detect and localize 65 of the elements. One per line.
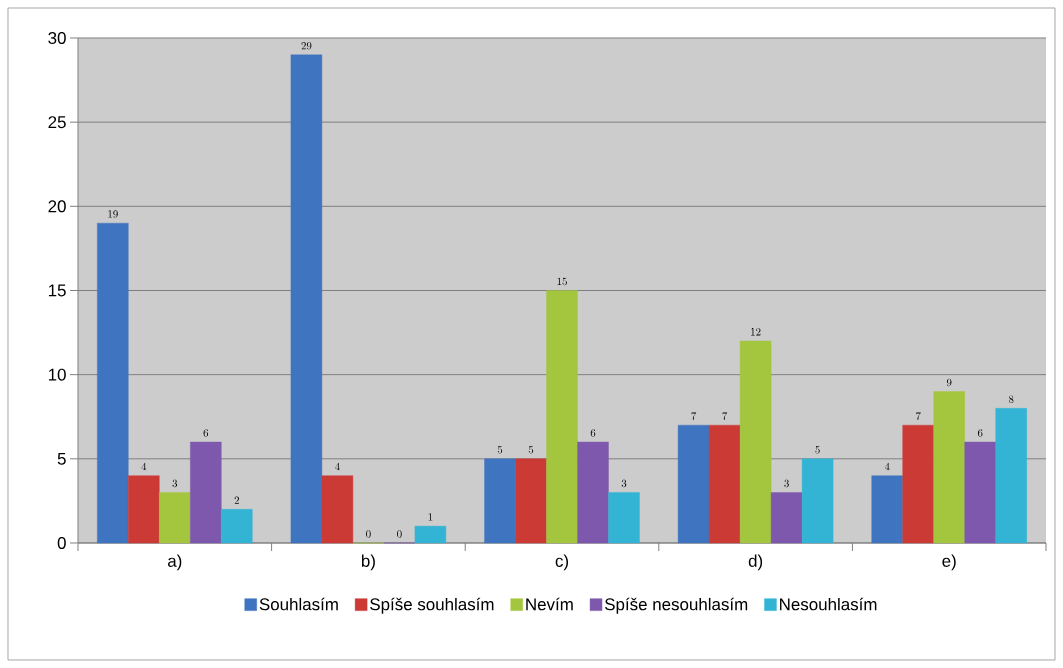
data-label: 9 [946, 378, 952, 387]
data-label: 7 [691, 412, 697, 420]
data-label: 0 [397, 530, 402, 538]
bar [221, 509, 253, 544]
bar [97, 222, 129, 544]
y-tick-label: 20 [48, 200, 66, 213]
bar [321, 475, 354, 544]
bar [414, 525, 447, 544]
data-label: 7 [916, 412, 921, 420]
legend-label: Spíše nesouhlasím [604, 597, 748, 614]
data-label: 2 [234, 496, 239, 504]
data-label: 0 [366, 530, 371, 538]
bar [190, 441, 222, 544]
x-tick-label: a) [168, 554, 182, 571]
y-tick-label: 15 [48, 284, 66, 297]
data-label: 5 [497, 446, 503, 454]
bar [608, 492, 640, 544]
x-tick-label: d) [748, 554, 763, 571]
data-label: 7 [722, 412, 728, 420]
bar [708, 424, 741, 544]
bar [128, 475, 160, 544]
bar [995, 408, 1027, 544]
bar [577, 441, 609, 544]
data-label: 29 [301, 42, 312, 50]
legend-label: Nesouhlasím [780, 597, 877, 611]
x-tick-label: e) [942, 554, 956, 571]
data-label: 1 [428, 513, 433, 521]
bar [546, 290, 578, 544]
y-tick-label: 5 [57, 452, 66, 465]
data-label: 6 [203, 429, 209, 437]
bar [801, 458, 834, 544]
data-label: 19 [108, 210, 118, 218]
bar [515, 458, 547, 544]
data-label: 12 [751, 328, 761, 336]
data-label: 6 [977, 429, 983, 437]
data-label: 8 [1008, 395, 1014, 404]
data-label: 4 [884, 462, 890, 471]
bar [902, 424, 934, 544]
data-label: 5 [528, 446, 534, 454]
bar [964, 441, 996, 544]
legend-label: Nevím [526, 597, 573, 611]
data-label: 4 [334, 462, 340, 471]
data-label: 6 [590, 429, 596, 437]
data-label: 3 [172, 479, 178, 488]
data-label: 4 [141, 462, 147, 471]
y-tick-label: 10 [48, 368, 66, 381]
y-tick-label: 0 [57, 536, 66, 549]
y-tick-label: 25 [48, 116, 66, 129]
bar [871, 475, 903, 544]
data-label: 3 [621, 479, 627, 488]
legend-label: Spíše souhlasím [370, 597, 494, 614]
bar [159, 492, 191, 544]
data-label: 15 [557, 277, 567, 286]
data-label: 3 [784, 479, 789, 488]
bar [677, 424, 710, 544]
data-label: 5 [815, 446, 820, 454]
bar [290, 54, 323, 544]
bar [933, 391, 965, 544]
y-tick-label: 30 [48, 31, 66, 44]
x-tick-label: c) [555, 554, 569, 571]
x-tick-label: b) [361, 554, 375, 571]
bar [739, 340, 772, 544]
bar [484, 458, 516, 544]
legend-label: Souhlasím [259, 597, 338, 611]
bar [770, 492, 803, 544]
